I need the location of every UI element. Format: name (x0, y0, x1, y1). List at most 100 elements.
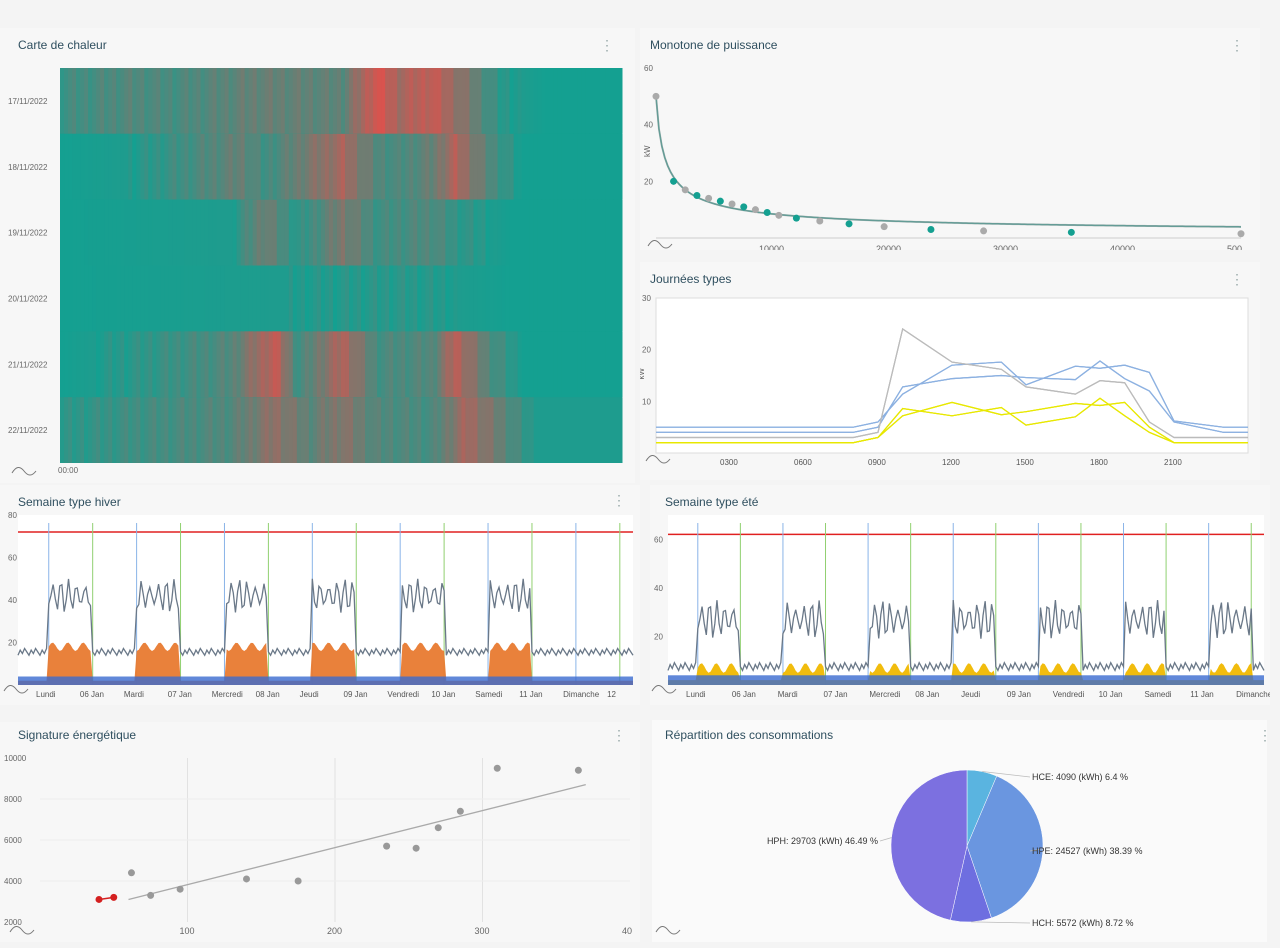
heatmap-cell (228, 397, 234, 463)
heatmap-cell (397, 68, 402, 134)
heatmap-cell (525, 199, 531, 266)
heatmap-cell (224, 199, 230, 266)
heatmap-cell (445, 265, 450, 332)
heatmap-cell (449, 199, 454, 266)
heatmap-cell (529, 331, 535, 398)
heatmap-cell (537, 68, 543, 134)
heatmap-cell (541, 68, 547, 134)
heatmap-cell (144, 199, 149, 266)
panel-menu-icon[interactable]: ⋮ (1230, 37, 1244, 53)
heatmap-cell (108, 199, 113, 266)
heatmap-cell (593, 68, 599, 134)
heatmap-cell (489, 331, 495, 398)
y-tick-label: 20 (642, 346, 651, 355)
heatmap-cell (260, 331, 266, 398)
heatmap-cell (152, 397, 157, 463)
heatmap-cell (156, 331, 161, 398)
heatmap-cell (304, 331, 310, 398)
monotone-point (705, 194, 713, 202)
heatmap-row-label: 18/11/2022 (8, 163, 48, 172)
heatmap-cell (324, 68, 330, 134)
heatmap-cell (473, 397, 478, 463)
heatmap-cell (100, 199, 105, 266)
heatmap-cell (525, 331, 531, 398)
heatmap-cell (373, 199, 378, 266)
heatmap-cell (577, 199, 583, 266)
heatmap-cell (196, 397, 201, 463)
heatmap-cell (116, 68, 121, 134)
heatmap-cell (485, 68, 491, 134)
y-tick-label: 40 (654, 584, 663, 593)
heatmap-cell (341, 68, 346, 134)
heatmap-cell (609, 397, 615, 463)
hiver-chart: 80 60 40 20 Lundi 06 Jan Mardi 07 Jan Mercredi 08… (3, 511, 634, 699)
heatmap-cell (497, 133, 503, 200)
panel-menu-icon[interactable]: ⋮ (1258, 727, 1272, 743)
heatmap-cell (328, 68, 334, 134)
heatmap-cell (485, 397, 491, 463)
heatmap-cell (549, 133, 555, 200)
heatmap-cell (357, 199, 362, 266)
heatmap-cell (296, 133, 302, 200)
heatmap-cell (341, 133, 346, 200)
heatmap-cell (529, 199, 535, 266)
monotone-point (845, 220, 853, 228)
heatmap-cell (421, 397, 426, 463)
panel-menu-icon[interactable]: ⋮ (612, 727, 626, 743)
heatmap-cell (60, 199, 65, 266)
heatmap-cell (349, 265, 354, 332)
heatmap-cell (96, 133, 101, 200)
data-point (383, 842, 391, 850)
heatmap-cell (104, 397, 109, 463)
x-tick-label: 0900 (868, 458, 886, 467)
heatmap-cell (316, 68, 322, 134)
heatmap-cell (349, 331, 354, 398)
x-tick-label: Mardi (778, 690, 798, 699)
heatmap-cell (76, 199, 81, 266)
heatmap-cell (369, 68, 374, 134)
heatmap-cell (501, 68, 507, 134)
heatmap-cell (597, 68, 603, 134)
heatmap-cell (212, 133, 218, 200)
heatmap-cell (200, 199, 206, 266)
heatmap-cell (276, 265, 282, 332)
x-tick-label: 0600 (794, 458, 812, 467)
y-axis-label: kW (643, 145, 652, 157)
heatmap-cell (373, 265, 378, 332)
heatmap-cell (353, 265, 358, 332)
y-tick-label: 60 (654, 535, 663, 544)
heatmap-cell (389, 199, 394, 266)
heatmap-cell (316, 199, 322, 266)
heatmap-cell (312, 331, 318, 398)
x-tick-label: Jeudi (961, 690, 980, 699)
heatmap-cell (569, 331, 575, 398)
heatmap-cell (148, 331, 153, 398)
heatmap-cell (453, 133, 458, 200)
heatmap-cell (136, 199, 141, 266)
heatmap-cell (112, 265, 117, 332)
panel-menu-icon[interactable]: ⋮ (1230, 271, 1244, 287)
heatmap-cell (160, 199, 165, 266)
heatmap-cell (136, 397, 141, 463)
heatmap-cell (457, 265, 462, 332)
y-tick-label: 40 (644, 121, 653, 130)
heatmap-cell (60, 68, 65, 134)
heatmap-cell (68, 331, 73, 398)
signature-chart: 10000 8000 6000 4000 2000 100 200 300 40 (4, 754, 632, 936)
panel-menu-icon[interactable]: ⋮ (612, 492, 626, 508)
heatmap-cell (469, 397, 474, 463)
day-profile-line (656, 361, 1248, 428)
heatmap-cell (393, 68, 398, 134)
x-tick-label: 09 Jan (344, 690, 368, 699)
heatmap-cell (349, 133, 354, 200)
heatmap-cell (184, 199, 189, 266)
heatmap-cell (393, 199, 398, 266)
panel-menu-icon[interactable]: ⋮ (600, 37, 614, 53)
heatmap-cell (200, 68, 206, 134)
heatmap-cell (405, 397, 410, 463)
heatmap-cell (569, 133, 575, 200)
heatmap-cell (108, 68, 113, 134)
heatmap-cell (244, 133, 250, 200)
monotone-point (652, 92, 660, 100)
monotone-point (716, 197, 724, 205)
